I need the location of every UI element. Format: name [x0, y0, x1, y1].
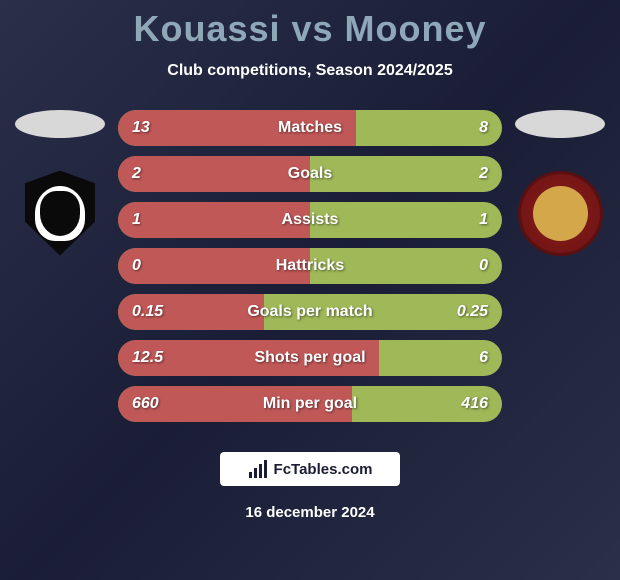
shield-icon [25, 171, 95, 256]
chart-icon [248, 460, 268, 478]
stat-right-value: 0 [479, 248, 488, 284]
player-left-avatar-placeholder [15, 110, 105, 138]
stat-bar: 0.15Goals per match0.25 [118, 294, 502, 330]
player-left-column [10, 110, 110, 258]
brand-logo[interactable]: FcTables.com [220, 452, 400, 486]
brand-text: FcTables.com [274, 461, 373, 478]
stat-bar: 2Goals2 [118, 156, 502, 192]
club-badge-left [15, 168, 105, 258]
stat-label: Goals per match [118, 294, 502, 330]
stat-label: Shots per goal [118, 340, 502, 376]
comparison-subtitle: Club competitions, Season 2024/2025 [0, 62, 620, 80]
stat-bar: 0Hattricks0 [118, 248, 502, 284]
stat-right-value: 0.25 [457, 294, 488, 330]
stat-label: Matches [118, 110, 502, 146]
stat-right-value: 2 [479, 156, 488, 192]
stat-label: Assists [118, 202, 502, 238]
circle-badge-icon [518, 171, 603, 256]
player-right-avatar-placeholder [515, 110, 605, 138]
stat-bar: 660Min per goal416 [118, 386, 502, 422]
stat-label: Goals [118, 156, 502, 192]
stat-bar: 1Assists1 [118, 202, 502, 238]
comparison-title: Kouassi vs Mooney [0, 0, 620, 50]
stat-right-value: 1 [479, 202, 488, 238]
stat-bar: 12.5Shots per goal6 [118, 340, 502, 376]
stat-right-value: 8 [479, 110, 488, 146]
player-right-column [510, 110, 610, 258]
stat-right-value: 416 [461, 386, 488, 422]
stat-label: Hattricks [118, 248, 502, 284]
main-content: 13Matches8 2Goals2 1Assists1 0Hattricks0 0.1… [0, 110, 620, 432]
stat-bar: 13Matches8 [118, 110, 502, 146]
stat-right-value: 6 [479, 340, 488, 376]
stats-column: 13Matches8 2Goals2 1Assists1 0Hattricks0 0.1… [118, 110, 502, 432]
club-badge-right [515, 168, 605, 258]
lion-icon [40, 191, 80, 236]
stat-label: Min per goal [118, 386, 502, 422]
footer-date: 16 december 2024 [0, 504, 620, 521]
